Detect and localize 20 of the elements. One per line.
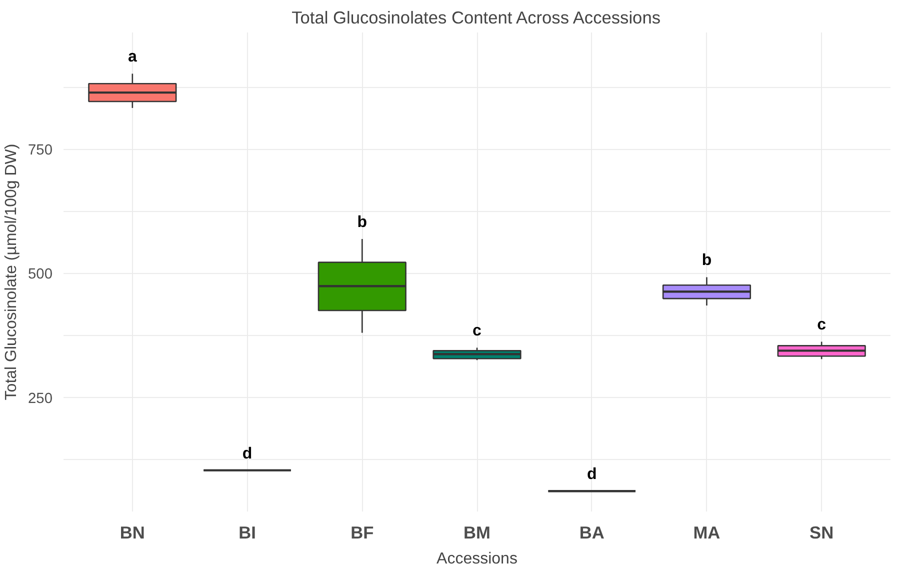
x-tick-label: BI bbox=[238, 522, 256, 542]
x-tick-label: SN bbox=[810, 522, 834, 542]
x-tick-label: MA bbox=[693, 522, 721, 542]
y-tick-label: 250 bbox=[28, 390, 53, 407]
annotation: c bbox=[817, 316, 826, 334]
annotation: b bbox=[702, 252, 712, 270]
annotation: c bbox=[472, 322, 482, 340]
x-axis-title: Accessions bbox=[436, 550, 518, 568]
x-tick-label: BN bbox=[120, 522, 145, 542]
y-axis-title: Total Glucosinolate (µmol/100g DW) bbox=[3, 144, 20, 400]
annotation: d bbox=[242, 445, 252, 462]
y-tick-label: 500 bbox=[28, 266, 53, 283]
chart-title: Total Glucosinolates Content Across Accessions bbox=[292, 8, 661, 28]
x-tick-label: BM bbox=[464, 522, 490, 542]
y-tick-label: 750 bbox=[28, 142, 53, 159]
x-tick-label: BF bbox=[350, 522, 374, 542]
annotation: a bbox=[128, 48, 137, 66]
x-tick-label: BA bbox=[579, 522, 605, 542]
annotation: d bbox=[586, 466, 597, 484]
annotation: b bbox=[357, 214, 368, 231]
